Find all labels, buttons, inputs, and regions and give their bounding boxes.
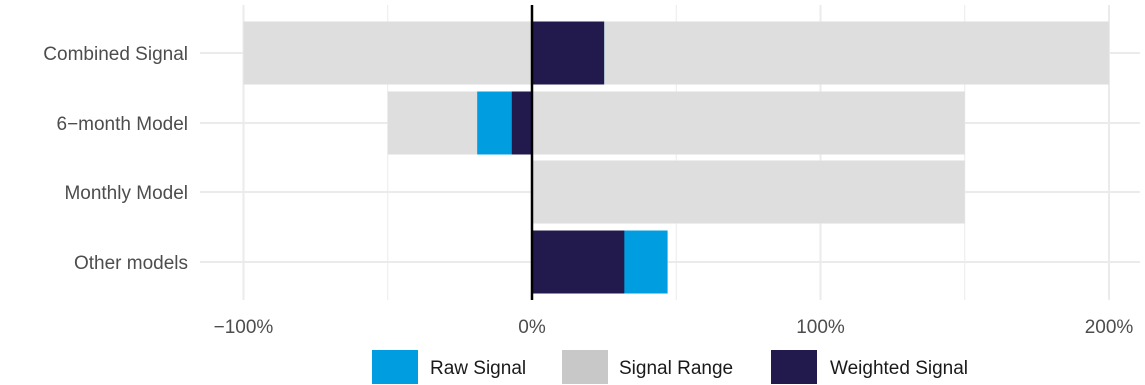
x-axis-labels: −100% 0% 100% 200% <box>214 317 1134 338</box>
weighted-signal-bars <box>511 21 625 294</box>
weighted-signal-bar <box>511 91 532 155</box>
y-tick-label: Monthly Model <box>64 183 188 204</box>
legend-key <box>771 350 817 384</box>
weighted-signal-bar <box>532 21 605 85</box>
legend-key <box>372 350 418 384</box>
legend: Raw Signal Signal Range Weighted Signal <box>372 350 968 384</box>
x-tick-label: 200% <box>1085 317 1134 338</box>
weighted-signal-bar <box>532 230 625 294</box>
x-tick-label: 0% <box>518 317 546 338</box>
signal-range-bars <box>243 21 1109 224</box>
y-tick-label: Combined Signal <box>43 44 188 65</box>
signal-range-bar <box>243 21 1109 85</box>
legend-label: Weighted Signal <box>830 358 968 379</box>
signal-range-bar <box>387 91 965 155</box>
y-axis-labels: Combined Signal 6−month Model Monthly Mode… <box>43 44 188 274</box>
signal-range-bar <box>532 160 965 224</box>
legend-label: Raw Signal <box>430 358 526 379</box>
y-tick-label: Other models <box>74 253 188 274</box>
x-tick-label: 100% <box>796 317 845 338</box>
x-tick-label: −100% <box>214 317 274 338</box>
legend-label: Signal Range <box>619 358 733 379</box>
legend-key <box>562 350 608 384</box>
y-tick-label: 6−month Model <box>57 114 189 135</box>
